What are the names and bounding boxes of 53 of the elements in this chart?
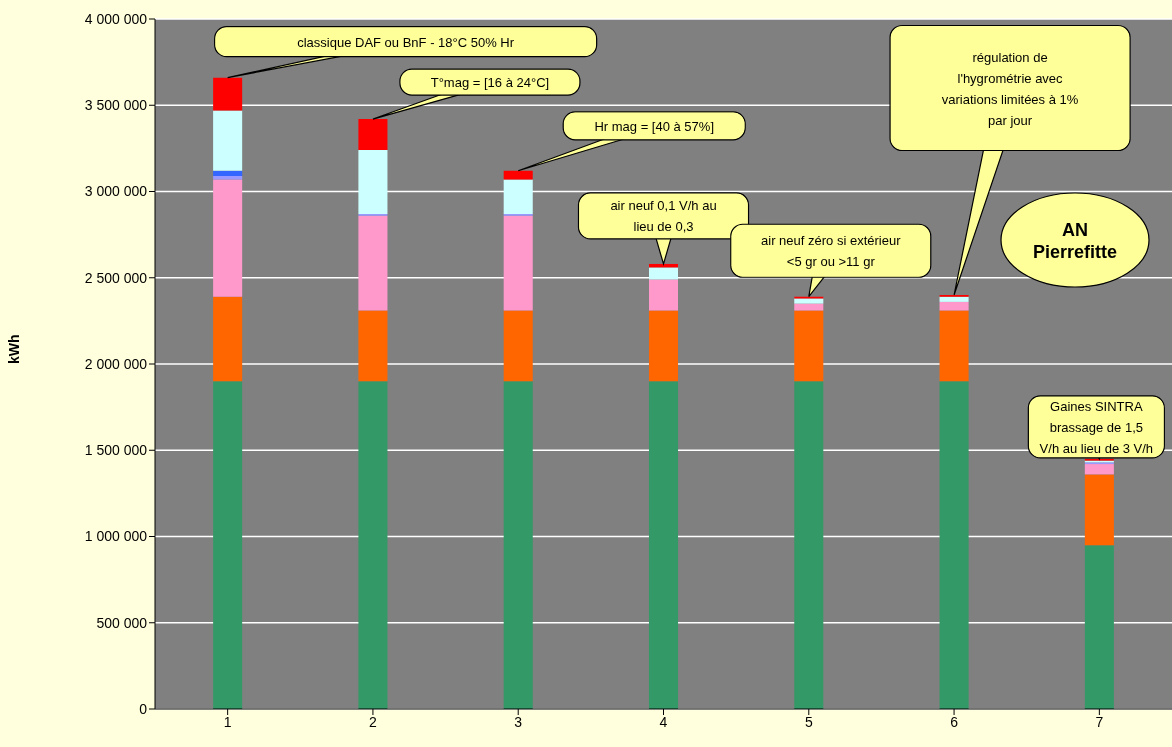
annotation: classique DAF ou BnF - 18°C 50% Hr	[297, 34, 515, 50]
bar	[794, 303, 824, 311]
bar	[213, 77, 243, 111]
bar	[213, 296, 243, 382]
bar	[213, 381, 243, 709]
x-tick-label: 4	[659, 713, 668, 730]
bar	[213, 170, 243, 176]
bar	[794, 381, 824, 709]
annotation: Gaines SINTRA brassage de 1,5 V/h au lieu de 3 V/h	[1039, 398, 1154, 456]
y-tick-label: 1 500 000	[84, 442, 148, 459]
x-tick-label: 1	[223, 713, 232, 730]
y-tick-label: 500 000	[96, 614, 148, 631]
bar	[503, 179, 533, 214]
x-tick-label: 6	[950, 713, 959, 730]
bar	[648, 381, 679, 709]
bar	[939, 296, 969, 302]
annotation: AN Pierrefitte	[1032, 220, 1118, 262]
bar	[213, 110, 243, 171]
y-tick-label: 2 500 000	[84, 269, 148, 286]
bar	[503, 170, 533, 180]
bar	[1084, 474, 1114, 546]
bar	[648, 279, 679, 311]
y-tick-label: 4 000 000	[84, 10, 148, 27]
x-tick-label: 5	[804, 713, 813, 730]
bar	[358, 215, 388, 311]
bar	[358, 310, 388, 382]
y-axis-title: kWh	[5, 334, 22, 364]
x-tick-label: 2	[369, 713, 378, 730]
y-tick-label: 2 000 000	[84, 355, 148, 372]
bar	[358, 381, 388, 709]
y-tick-label: 1 000 000	[84, 528, 148, 545]
annotation: air neuf zéro si extérieur <5 gr ou >11 gr	[761, 233, 902, 270]
bar	[503, 215, 533, 311]
annotation: T°mag = [16 à 24°C]	[430, 75, 550, 91]
bar	[1084, 464, 1114, 475]
bar	[1084, 545, 1114, 709]
annotation: régulation de l'hygrométrie avec variations limitées à 1% par jour	[941, 49, 1079, 128]
bar	[213, 179, 243, 297]
bar	[503, 310, 533, 382]
bar	[648, 310, 679, 382]
bar	[939, 301, 969, 311]
x-tick-label: 7	[1095, 713, 1104, 730]
y-tick-label: 3 000 000	[84, 183, 148, 200]
annotation: Hr mag = [40 à 57%]	[594, 118, 715, 134]
x-tick-label: 3	[514, 713, 523, 730]
bar	[939, 381, 969, 709]
y-tick-label: 3 500 000	[84, 97, 148, 114]
y-tick-label: 0	[139, 700, 148, 717]
bar	[794, 310, 824, 382]
bar	[939, 310, 969, 382]
bar	[503, 381, 533, 709]
annotation: air neuf 0,1 V/h au lieu de 0,3	[610, 198, 717, 235]
bar	[358, 150, 388, 214]
